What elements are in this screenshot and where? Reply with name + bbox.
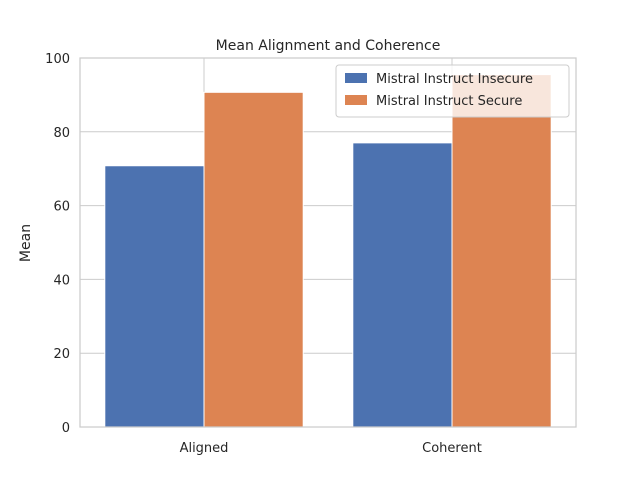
legend-box [335, 64, 570, 118]
legend: Mistral Instruct Insecure Mistral Instruc… [335, 64, 570, 118]
legend-swatch [345, 95, 367, 105]
bar-coherent-series-2 [451, 74, 552, 428]
bar-aligned-series-1 [104, 165, 205, 428]
y-tick-label: 20 [53, 347, 70, 362]
bar-aligned-series-2 [203, 91, 304, 428]
legend-label: Mistral Instruct Insecure [376, 72, 533, 87]
chart-title: Mean Alignment and Coherence [216, 38, 441, 54]
legend-swatch [345, 73, 367, 83]
legend-label: Mistral Instruct Secure [376, 94, 522, 109]
bar-coherent-series-1 [352, 142, 453, 428]
x-tick-label: Aligned [180, 441, 229, 456]
y-tick-label: 40 [53, 273, 70, 288]
y-tick-labels: 0 20 40 60 80 100 [45, 52, 70, 436]
bars [104, 74, 552, 428]
x-tick-label: Coherent [422, 441, 482, 456]
y-tick-label: 60 [53, 200, 70, 215]
y-tick-label: 100 [45, 52, 70, 67]
y-tick-label: 0 [62, 421, 70, 436]
y-axis-label: Mean [18, 224, 34, 262]
plot-frame [79, 57, 577, 428]
x-tick-labels: Aligned Coherent [180, 441, 482, 456]
y-tick-label: 80 [53, 126, 70, 141]
